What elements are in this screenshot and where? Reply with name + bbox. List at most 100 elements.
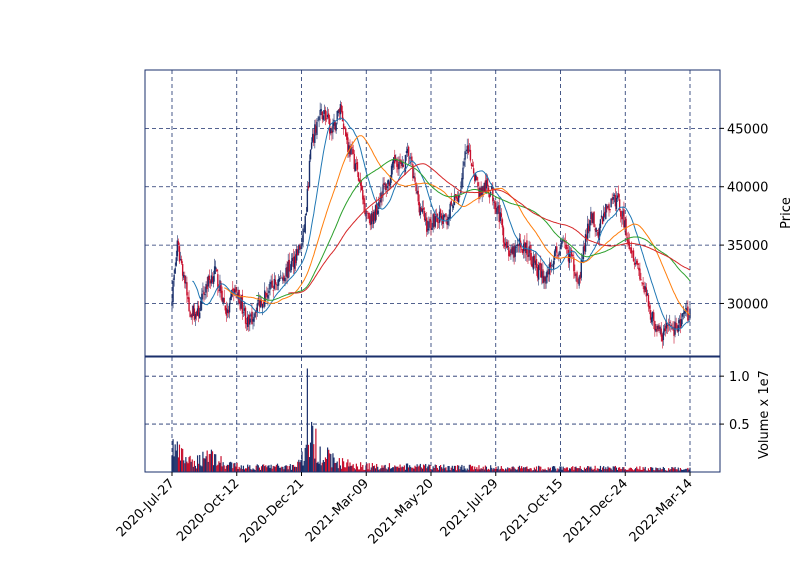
volume-bar [449, 470, 451, 472]
candle-body [459, 196, 461, 197]
candle-body [362, 190, 364, 200]
volume-bar [475, 469, 477, 472]
volume-bar [514, 468, 516, 472]
candle-body [567, 249, 570, 262]
candle-body [185, 282, 187, 284]
volume-bar [593, 468, 595, 472]
volume-bar [665, 470, 668, 472]
volume-bar [546, 470, 548, 472]
candle-body [442, 215, 444, 225]
candle-body [428, 221, 430, 231]
candle-body [273, 279, 276, 289]
volume-bar [470, 466, 473, 472]
x-tick-label: 2021-May-20 [366, 476, 437, 547]
candle-body [438, 211, 441, 223]
volume-bar [431, 469, 433, 472]
candle-body [589, 220, 591, 232]
candle-body [539, 263, 541, 265]
candle-body [532, 255, 535, 270]
candle-body [447, 216, 449, 226]
candle-body [371, 213, 374, 222]
candle-body [212, 276, 215, 284]
candle-body [526, 240, 528, 255]
candle-body [209, 280, 212, 284]
candle-body [437, 222, 440, 223]
volume-bar [422, 464, 425, 472]
volume-bar [430, 470, 432, 472]
candle-body [379, 200, 381, 203]
candle-body [206, 285, 208, 289]
volume-bar [362, 465, 364, 472]
candle-body [534, 260, 537, 265]
volume-bar [281, 466, 283, 472]
candle-body [235, 287, 237, 293]
candle-body [486, 178, 489, 187]
volume-bar [451, 465, 453, 472]
volume-bar [567, 470, 570, 472]
volume-bar [623, 467, 625, 472]
volume-bar [373, 465, 376, 472]
candle-body [237, 292, 239, 299]
candle-body [351, 147, 353, 149]
candle-body [189, 311, 191, 317]
volume-bar [284, 465, 286, 472]
candle-body [623, 209, 625, 228]
candle-body [349, 145, 351, 157]
volume-bar [230, 461, 232, 472]
volume-bar [589, 467, 591, 472]
volume-bar [309, 442, 312, 472]
x-tick-label: 2020-Oct-12 [174, 476, 242, 544]
volume-bar [382, 467, 384, 472]
volume-bar [192, 466, 194, 472]
candle-body [276, 284, 279, 286]
candle-body [246, 316, 249, 327]
candle-body [617, 193, 620, 198]
candle-body [194, 313, 197, 319]
volume-bar [498, 469, 500, 472]
volume-bar [594, 465, 596, 472]
candle-body [496, 208, 498, 215]
candle-body [304, 216, 306, 233]
volume-bar [443, 464, 445, 472]
volume-bar [605, 467, 607, 472]
volume-bar [200, 465, 202, 472]
candle-body [372, 211, 375, 225]
volume-bar [248, 466, 250, 472]
candle-body [374, 205, 377, 222]
candle-body [382, 184, 384, 196]
volume-bar [263, 464, 265, 472]
grid-lines [145, 70, 720, 472]
volume-bar [323, 461, 326, 472]
candle-body [597, 232, 600, 238]
candle-body [293, 256, 296, 269]
candle-body [430, 220, 432, 231]
volume-bar [414, 465, 416, 472]
volume-bar [233, 463, 235, 472]
volume-bar [529, 468, 531, 472]
volume-bar [259, 469, 262, 472]
volume-bar [392, 467, 394, 472]
candle-body [296, 249, 298, 261]
y-tick-labels: 30000 35000 40000 45000 0.5 1.0 [720, 122, 768, 433]
volume-bar [495, 466, 497, 472]
volume-bar [630, 467, 632, 472]
candle-body [186, 282, 188, 296]
volume-bar [175, 450, 177, 472]
volume-bar [513, 467, 515, 472]
volume-bar [411, 467, 413, 472]
volume-bar [673, 468, 675, 472]
volume-bar [540, 466, 542, 472]
candle-body [336, 111, 338, 121]
volume-bar [527, 468, 529, 472]
candle-body [560, 243, 562, 250]
volume-bar [344, 467, 346, 472]
candle-body [268, 290, 270, 293]
candle-body [689, 308, 691, 318]
candle-body [503, 242, 506, 247]
volume-bar [204, 458, 206, 472]
volume-bar [343, 461, 345, 472]
candle-body [421, 208, 424, 213]
volume-bar [584, 468, 587, 472]
volume-bar [185, 457, 187, 472]
volume-bar [592, 469, 594, 472]
